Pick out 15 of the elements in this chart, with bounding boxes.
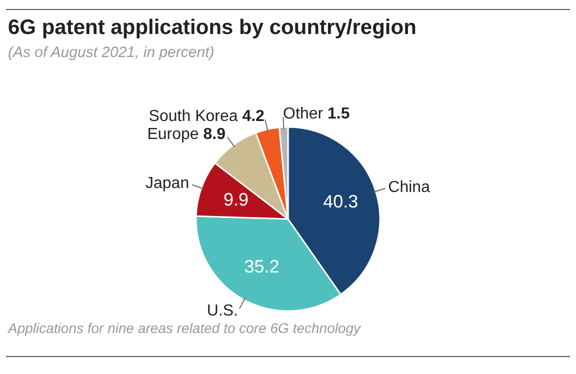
- data-label: 35.2: [244, 256, 280, 277]
- data-label: 9.9: [223, 189, 249, 210]
- slice-label: Other: [283, 106, 324, 123]
- data-label: 40.3: [323, 191, 358, 212]
- data-label: 8.9: [203, 126, 226, 144]
- data-label: 4.2: [242, 108, 265, 126]
- data-label: 1.5: [328, 106, 350, 123]
- slice-label: U.S.: [206, 302, 238, 320]
- text: Applications for nine areas related to core 6G technology: [8, 320, 361, 337]
- slice-label: South Korea: [148, 108, 238, 126]
- chart-subtitle: (As of August 2021, in percent): [8, 44, 214, 61]
- slice-label: Japan: [146, 175, 190, 192]
- chart-title: 6G patent applications by country/region: [8, 16, 416, 40]
- slice-label: China: [388, 178, 430, 196]
- slice-label: Europe: [147, 126, 199, 144]
